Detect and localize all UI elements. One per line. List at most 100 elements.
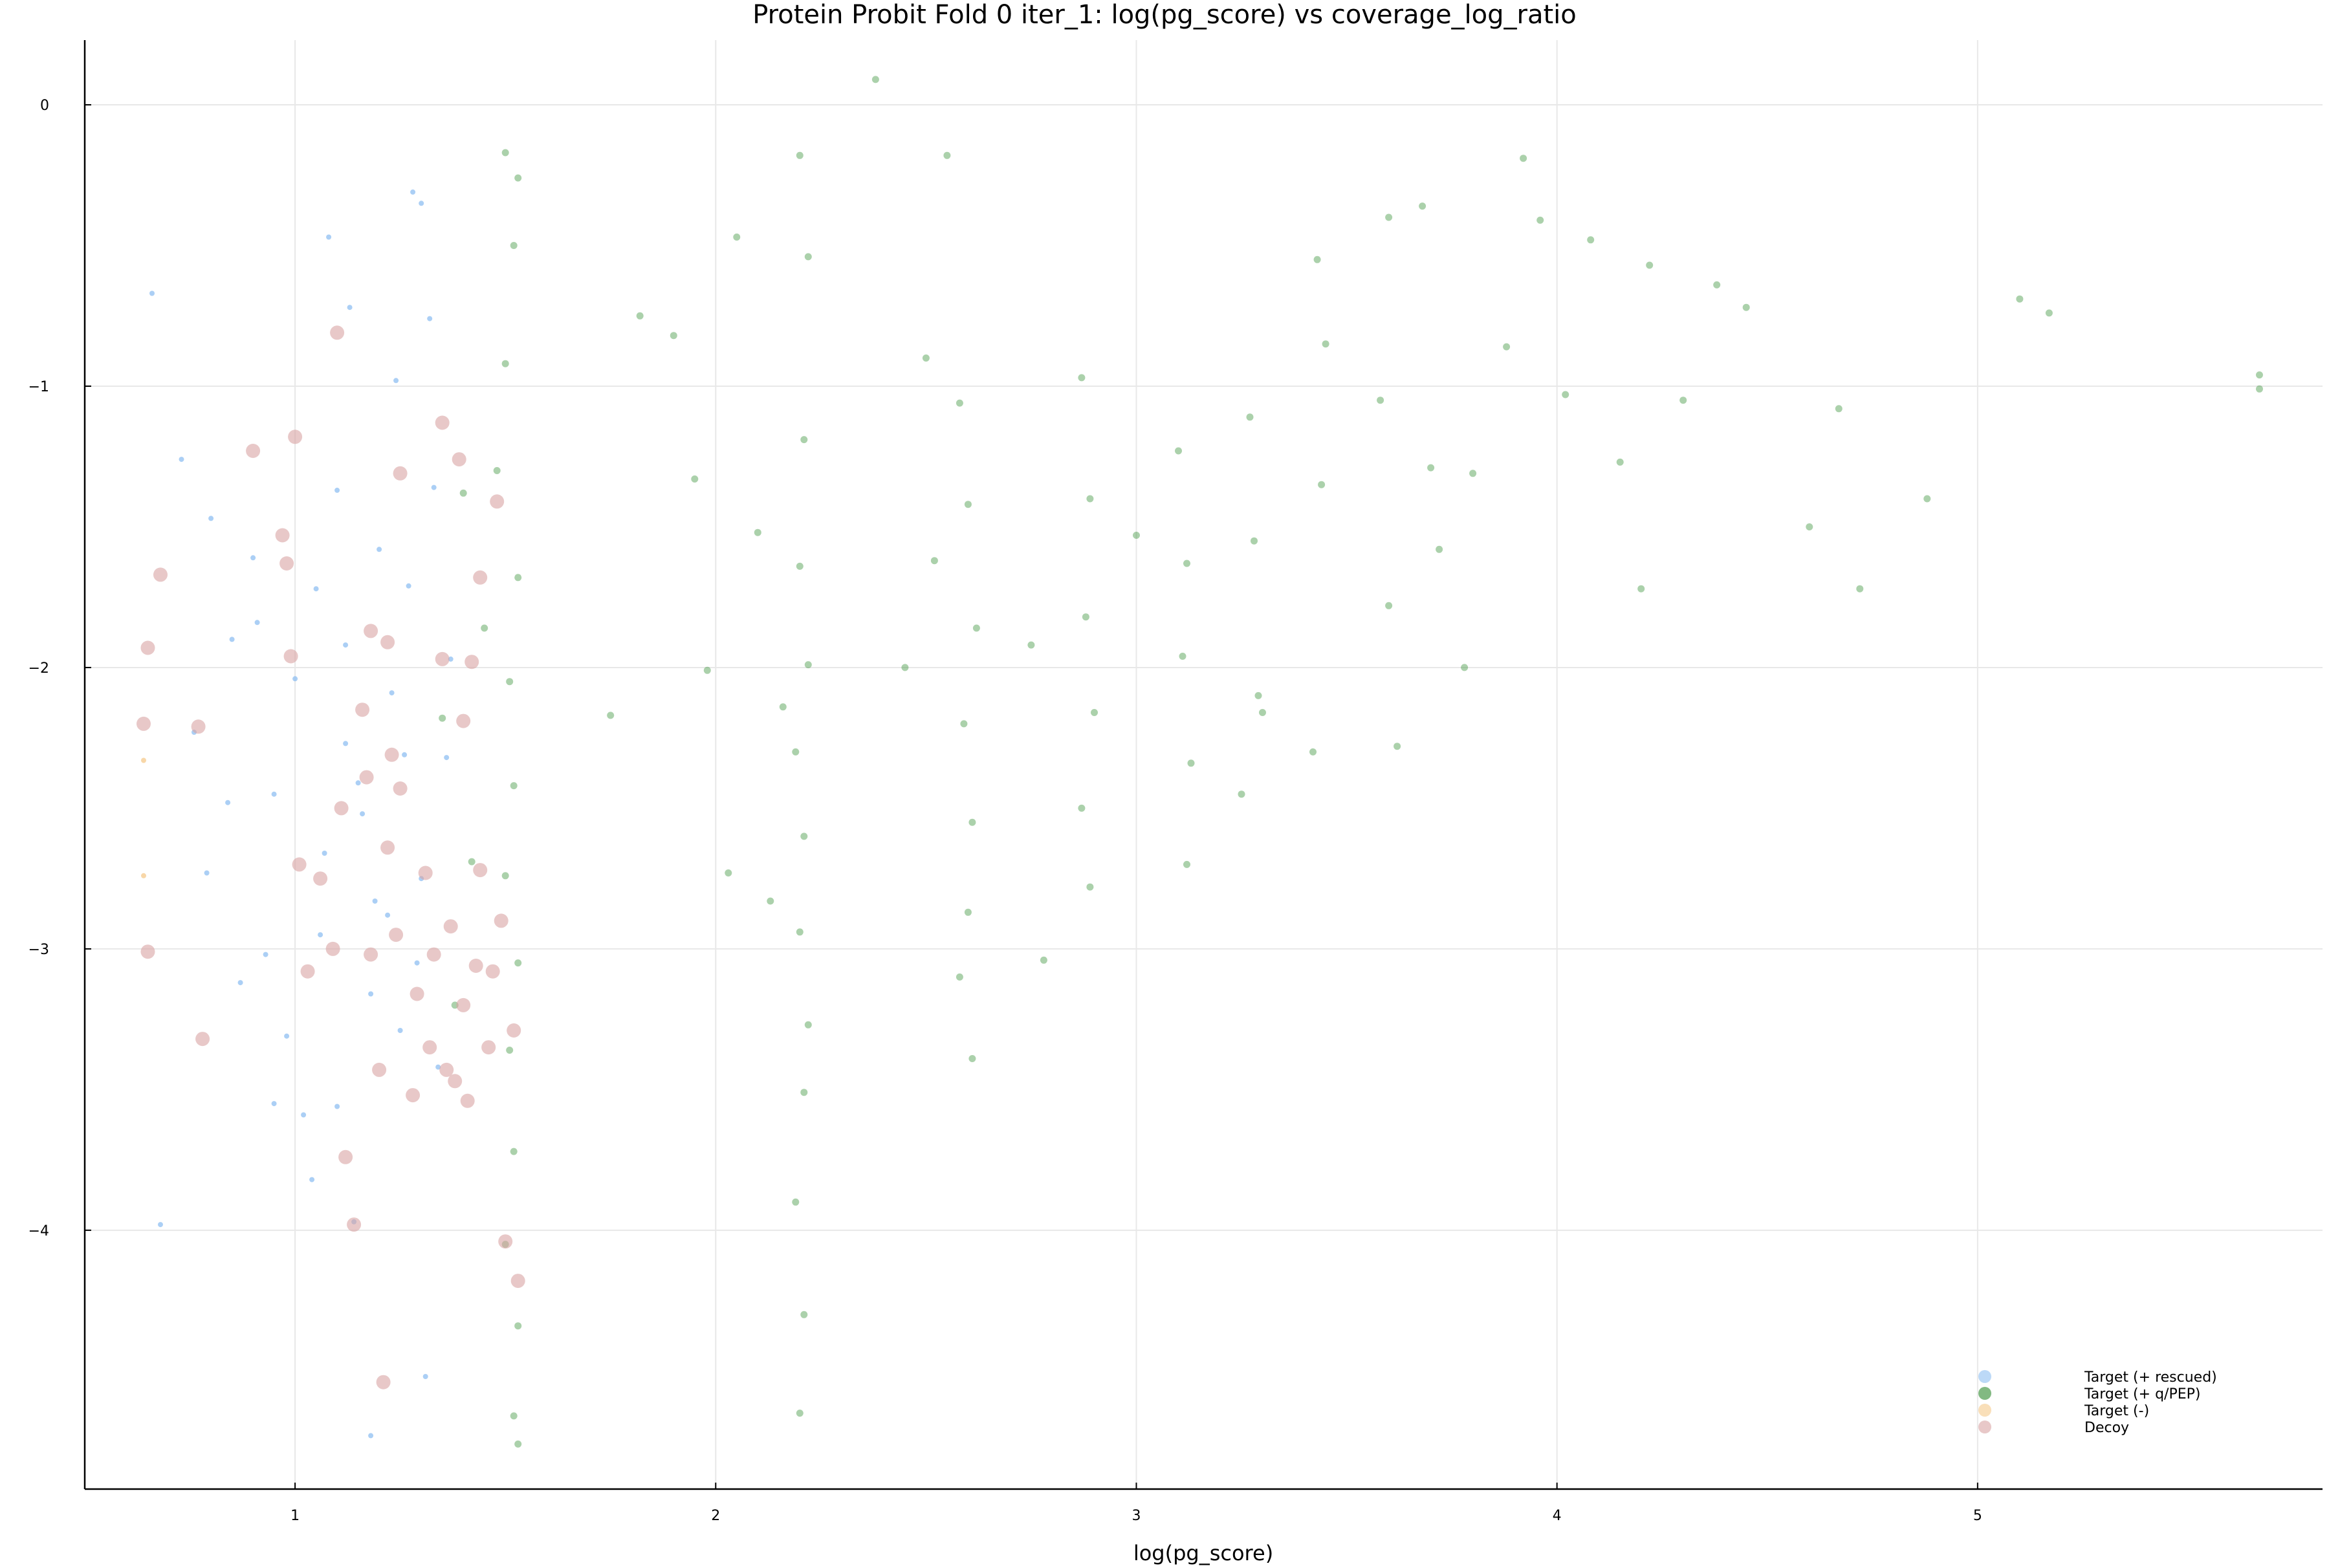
data-point bbox=[1091, 709, 1098, 716]
data-point bbox=[514, 1322, 522, 1330]
data-point bbox=[506, 1047, 514, 1054]
data-point bbox=[376, 1375, 391, 1389]
data-point bbox=[225, 800, 231, 805]
data-point bbox=[377, 547, 382, 552]
data-point bbox=[1313, 256, 1321, 263]
data-point bbox=[804, 661, 812, 669]
data-point bbox=[725, 869, 732, 877]
data-point bbox=[514, 959, 522, 967]
data-point bbox=[514, 1440, 522, 1448]
data-point bbox=[754, 528, 761, 536]
data-point bbox=[271, 791, 277, 797]
data-point bbox=[406, 1088, 421, 1103]
legend: Target (+ rescued)Target (+ q/PEP)Target… bbox=[1978, 1369, 2217, 1436]
data-point bbox=[263, 952, 268, 957]
data-point bbox=[485, 964, 500, 979]
data-point bbox=[1461, 664, 1469, 671]
data-point bbox=[1394, 743, 1401, 750]
data-point bbox=[498, 1234, 513, 1249]
data-point bbox=[1078, 374, 1086, 382]
data-point bbox=[1246, 413, 1254, 421]
data-point bbox=[501, 872, 509, 880]
data-point bbox=[1835, 405, 1842, 413]
data-point bbox=[804, 1021, 812, 1029]
data-point bbox=[506, 678, 514, 686]
data-point bbox=[800, 1311, 808, 1318]
data-point bbox=[140, 640, 155, 655]
data-point bbox=[490, 494, 505, 509]
data-point bbox=[246, 444, 261, 458]
data-point bbox=[792, 748, 800, 756]
data-point bbox=[141, 757, 146, 763]
data-point bbox=[510, 1412, 518, 1420]
data-point bbox=[800, 436, 808, 444]
data-point bbox=[364, 624, 378, 638]
data-point bbox=[153, 567, 168, 582]
data-point bbox=[448, 656, 454, 662]
data-point bbox=[514, 574, 522, 582]
data-point bbox=[397, 1028, 403, 1033]
data-point bbox=[359, 770, 374, 785]
data-point bbox=[1078, 804, 1086, 812]
data-point bbox=[456, 713, 471, 728]
data-point bbox=[380, 635, 395, 649]
data-point bbox=[494, 913, 508, 928]
data-point bbox=[792, 1198, 800, 1206]
data-point bbox=[422, 1040, 437, 1055]
data-point bbox=[1713, 281, 1721, 289]
data-point bbox=[1133, 532, 1140, 539]
data-point bbox=[1742, 303, 1750, 311]
data-point bbox=[1385, 602, 1393, 609]
data-point bbox=[473, 570, 488, 585]
data-point bbox=[292, 676, 298, 682]
data-point bbox=[1086, 883, 1094, 891]
data-point bbox=[406, 583, 411, 589]
legend-marker bbox=[1978, 1421, 1991, 1433]
data-point bbox=[385, 912, 391, 918]
data-point bbox=[468, 858, 476, 866]
data-point bbox=[1646, 261, 1654, 269]
data-point bbox=[607, 712, 615, 719]
data-point bbox=[1322, 340, 1329, 348]
data-point bbox=[368, 991, 374, 997]
data-point bbox=[2045, 309, 2053, 317]
data-point bbox=[465, 655, 479, 670]
data-point bbox=[364, 947, 378, 962]
data-point bbox=[1187, 759, 1195, 767]
data-point bbox=[137, 716, 151, 731]
data-point bbox=[279, 556, 294, 571]
data-point bbox=[427, 316, 433, 321]
data-point bbox=[191, 719, 206, 734]
tick-labels: 1 2 3 4 5 0 −1 −2 −3 −4 bbox=[28, 98, 1982, 1524]
series-target-rescued bbox=[149, 189, 454, 1439]
data-points bbox=[137, 76, 2263, 1448]
data-point bbox=[418, 866, 433, 880]
data-point bbox=[800, 833, 808, 840]
data-point bbox=[410, 986, 424, 1001]
data-point bbox=[779, 703, 787, 711]
data-point bbox=[510, 1148, 518, 1155]
data-point bbox=[301, 1112, 307, 1118]
data-point bbox=[149, 290, 155, 296]
axes bbox=[83, 40, 2323, 1490]
data-point bbox=[943, 151, 951, 159]
legend-label: Decoy bbox=[2084, 1420, 2129, 1436]
data-point bbox=[922, 354, 930, 362]
data-point bbox=[1254, 691, 1262, 699]
data-point bbox=[426, 947, 441, 962]
y-tick-label: −3 bbox=[28, 942, 49, 958]
data-point bbox=[414, 960, 420, 966]
data-point bbox=[510, 782, 518, 790]
data-point bbox=[636, 312, 644, 320]
data-point bbox=[1562, 391, 1569, 398]
data-point bbox=[501, 149, 509, 157]
data-point bbox=[208, 516, 214, 521]
data-point bbox=[493, 467, 501, 474]
data-point bbox=[140, 944, 155, 959]
legend-label: Target (+ rescued) bbox=[2084, 1369, 2217, 1386]
x-tick-label: 4 bbox=[1553, 1508, 1562, 1524]
chart-title: Protein Probit Fold 0 iter_1: log(pg_sco… bbox=[752, 0, 1577, 30]
x-axis-label: log(pg_score) bbox=[1133, 1541, 1274, 1565]
data-point bbox=[1238, 790, 1245, 798]
data-point bbox=[393, 781, 408, 796]
